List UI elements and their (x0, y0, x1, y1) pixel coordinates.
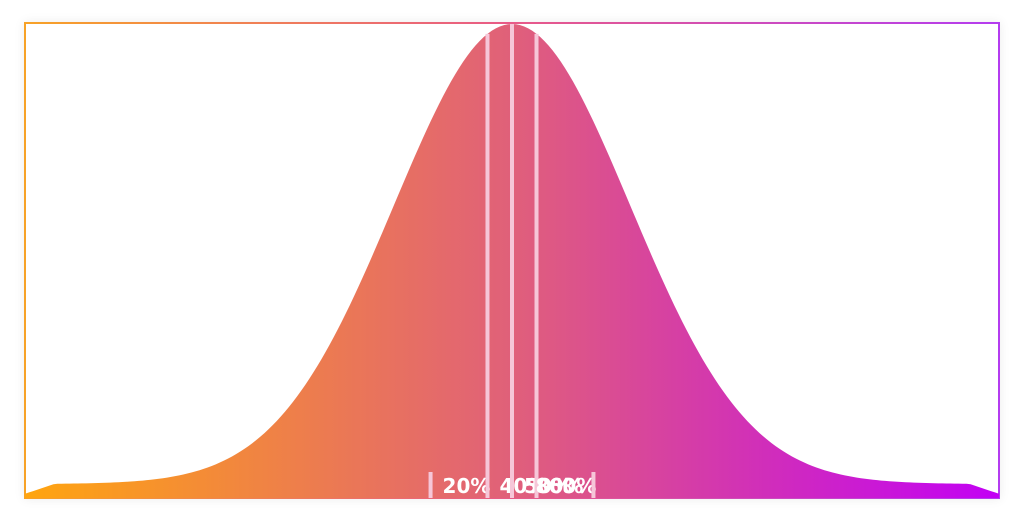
percentile-label-50: 50% (524, 474, 572, 498)
percentile-label-20: 20% (443, 474, 491, 498)
percentile-markers: 20% 40%50%60%80% (428, 24, 597, 498)
percentile-label-80: 80% (536, 474, 584, 498)
percentile-label-40: 40% (499, 474, 547, 498)
percentile-label-60: 60% (549, 474, 597, 498)
